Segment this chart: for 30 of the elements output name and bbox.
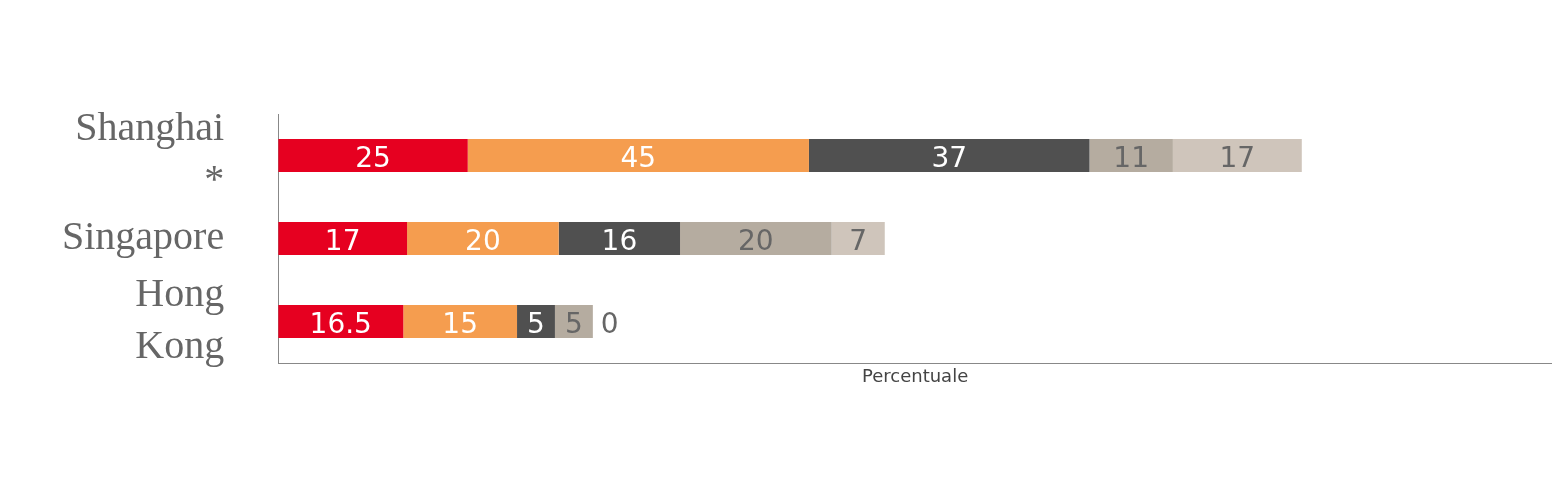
data-label: 16.5 — [309, 306, 372, 340]
bar — [680, 221, 832, 256]
bar — [1172, 138, 1302, 173]
data-label: 11 — [1113, 140, 1150, 174]
bar — [467, 138, 809, 173]
bar — [831, 221, 885, 256]
y-tick-label: Singapore — [62, 213, 225, 258]
data-label: 7 — [849, 223, 868, 257]
data-label: 16 — [601, 223, 638, 257]
x-axis-title: Percentuale — [861, 365, 969, 387]
data-label: 20 — [738, 223, 774, 257]
data-label: 17 — [1219, 140, 1256, 174]
bar — [403, 304, 518, 339]
bar — [1089, 138, 1173, 173]
bar — [407, 221, 559, 256]
data-label: 45 — [620, 140, 657, 174]
y-tick-label: Shanghai * — [75, 104, 225, 201]
data-label: 17 — [324, 223, 361, 257]
data-label: 37 — [931, 140, 968, 174]
y-tick-label: Hong Kong — [135, 270, 225, 367]
data-label: 5 — [564, 306, 583, 340]
data-label: 15 — [442, 306, 478, 340]
bar — [278, 221, 408, 256]
data-label: 0 — [600, 306, 619, 340]
bar — [278, 138, 468, 173]
bar — [558, 221, 681, 256]
bar — [808, 138, 1090, 173]
data-label: 20 — [465, 223, 501, 257]
data-label: 25 — [355, 140, 391, 174]
data-label: 5 — [527, 306, 545, 340]
